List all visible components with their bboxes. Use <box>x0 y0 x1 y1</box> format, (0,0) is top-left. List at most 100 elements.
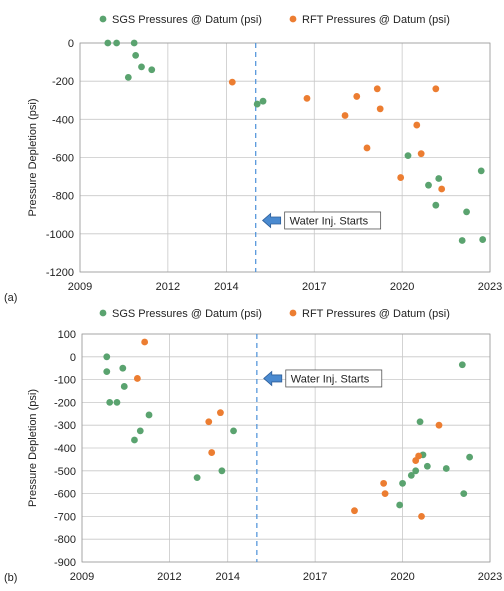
sgs-point <box>218 467 226 475</box>
plot-area <box>81 333 491 563</box>
sgs-point <box>259 97 267 105</box>
sgs-point <box>458 237 466 244</box>
arrow-left-icon <box>262 212 282 229</box>
y-tick-label: -800 <box>52 191 74 203</box>
sgs-point <box>119 364 127 372</box>
legend-marker <box>289 15 297 23</box>
rft-point <box>417 150 425 158</box>
rft-point <box>303 94 311 102</box>
x-tick-label: 2020 <box>390 571 414 583</box>
x-tick-label: 2009 <box>68 281 92 293</box>
sgs-point <box>230 427 237 435</box>
rft-point <box>376 105 384 113</box>
sgs-point <box>396 501 404 509</box>
sgs-point <box>463 208 470 216</box>
rft-point <box>363 144 371 152</box>
y-axis-label: Pressure Depletion (psi) <box>27 99 39 217</box>
x-tick-label: 2014 <box>214 281 238 293</box>
chart-panel-2: 100 0 -100 -200 -300 -400 -500 -600 -700 -800 -900… <box>4 308 502 584</box>
y-tick-label: -100 <box>54 375 76 387</box>
annotation-text: Water Inj. Starts <box>290 215 369 227</box>
sgs-point <box>466 453 473 461</box>
y-tick-label: 0 <box>68 38 74 50</box>
rft-point <box>205 418 213 426</box>
sgs-point <box>113 399 121 406</box>
rft-point <box>353 93 361 100</box>
rft-point <box>380 479 388 487</box>
y-tick-label: -400 <box>52 114 74 126</box>
sgs-point <box>479 236 487 243</box>
rft-point <box>351 507 358 515</box>
y-tick-label: -300 <box>54 420 76 432</box>
sgs-point <box>435 175 443 182</box>
y-tick-label: -600 <box>54 489 76 501</box>
y-tick-label: 100 <box>58 329 76 341</box>
rft-point <box>415 452 422 460</box>
y-tick-label: -600 <box>52 153 74 165</box>
sgs-point <box>416 418 424 426</box>
annotation-text: Water Inj. Starts <box>291 373 370 385</box>
sgs-point <box>148 66 156 74</box>
rft-point <box>208 449 216 456</box>
chart-panel-1: 0 -200 -400 -600 -800 -1000 -1200 2009 2012 2014 2… <box>4 14 502 304</box>
sgs-point <box>103 353 111 361</box>
legend-marker <box>289 309 297 317</box>
sgs-point <box>253 100 261 108</box>
y-tick-label: -700 <box>54 511 76 523</box>
rft-point <box>381 490 389 497</box>
sgs-point <box>423 462 431 470</box>
sgs-point <box>145 411 153 419</box>
sgs-point <box>106 399 114 406</box>
y-tick-label: -800 <box>54 534 76 546</box>
y-tick-label: -1000 <box>46 229 74 241</box>
legend-label: SGS Pressures @ Datum (psi) <box>112 14 262 26</box>
rft-point <box>341 112 349 119</box>
rft-point <box>418 513 425 520</box>
sgs-point <box>460 490 468 497</box>
sgs-point <box>432 201 440 209</box>
x-tick-label: 2023 <box>478 281 502 293</box>
annotation-box <box>285 369 383 388</box>
y-tick-label: -400 <box>54 443 76 455</box>
legend-label: RFT Pressures @ Datum (psi) <box>302 14 450 26</box>
legend-label: SGS Pressures @ Datum (psi) <box>112 308 262 320</box>
x-tick-label: 2017 <box>303 571 327 583</box>
x-tick-label: 2017 <box>302 281 326 293</box>
sgs-point <box>477 167 485 175</box>
panel-label: (a) <box>4 292 17 304</box>
rft-point <box>438 185 446 193</box>
sgs-point <box>193 474 201 482</box>
arrow-left-icon <box>263 370 283 387</box>
sgs-point <box>399 479 406 487</box>
x-tick-label: 2012 <box>156 281 180 293</box>
rft-point <box>435 421 443 429</box>
y-tick-label: -1200 <box>46 267 74 279</box>
x-tick-label: 2020 <box>390 281 414 293</box>
sgs-point <box>120 383 128 390</box>
y-tick-label: 0 <box>70 352 76 364</box>
y-tick-label: -200 <box>52 76 74 88</box>
y-tick-label: -500 <box>54 466 76 478</box>
sgs-point <box>442 465 450 472</box>
annotation-box <box>284 211 382 230</box>
y-tick-label: -900 <box>54 557 76 569</box>
rft-point <box>413 121 421 129</box>
rft-point <box>133 375 141 382</box>
legend-marker <box>99 309 107 317</box>
sgs-point <box>138 63 145 71</box>
sgs-point <box>124 73 132 81</box>
plot-area <box>79 42 491 273</box>
sgs-point <box>104 39 112 47</box>
sgs-point <box>136 427 144 435</box>
x-tick-label: 2012 <box>157 571 181 583</box>
x-tick-label: 2023 <box>478 571 502 583</box>
rft-point <box>397 174 405 181</box>
rft-point <box>228 78 236 86</box>
sgs-point <box>458 361 466 369</box>
sgs-point <box>132 52 140 59</box>
x-tick-label: 2009 <box>70 571 94 583</box>
sgs-point <box>425 181 432 189</box>
sgs-point <box>103 368 111 376</box>
sgs-point <box>113 39 121 47</box>
